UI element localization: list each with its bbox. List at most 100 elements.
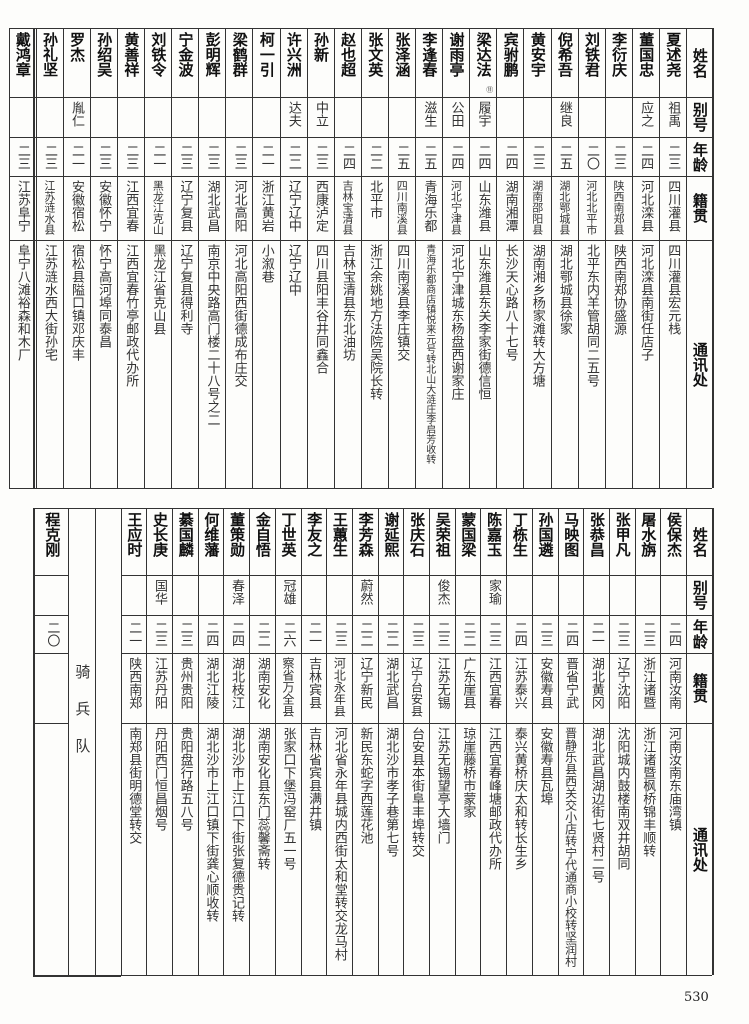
header-age: 年龄 bbox=[690, 141, 709, 172]
person-address-cell: 湖北沙市上江口下街张复德贵记转 bbox=[223, 723, 249, 975]
person-address: 辽宁辽中 bbox=[285, 244, 301, 296]
person-address: 江苏涟水西大街孙宅 bbox=[41, 244, 57, 361]
person-age-cell: 二四 bbox=[632, 137, 659, 176]
person-native: 江苏无锡 bbox=[434, 657, 450, 709]
header-name: 姓名 bbox=[690, 47, 709, 78]
person-alias-cell: 俊杰 bbox=[429, 575, 455, 615]
person-age-cell: 二四 bbox=[469, 137, 496, 176]
person-age: 二三 bbox=[151, 621, 167, 647]
header-name: 姓名 bbox=[690, 526, 709, 557]
person-address-cell: 湖北沙市孝子巷第七号 bbox=[378, 723, 404, 975]
person-age: 二二 bbox=[285, 143, 301, 170]
person-name-cell: 张甲凡 bbox=[609, 508, 635, 575]
person-name: 张甲凡 bbox=[613, 512, 632, 557]
person-name-cell: 刘铁君 bbox=[578, 28, 605, 97]
person-name: 马映图 bbox=[562, 512, 581, 557]
person-native-cell: 湖北枝江 bbox=[223, 653, 249, 723]
person-address: 阜宁八滩裕森和木厂 bbox=[14, 244, 30, 361]
column-divider bbox=[279, 28, 281, 488]
column-divider bbox=[172, 508, 173, 975]
person-name-cell: 黄安宇 bbox=[523, 28, 550, 97]
person-name: 丁栋生 bbox=[510, 512, 529, 557]
person-age: 二三 bbox=[640, 621, 656, 647]
person-address-cell: 河北滦县南街任店子 bbox=[632, 240, 659, 488]
column-divider bbox=[658, 28, 660, 488]
person-native-cell: 四川灌县 bbox=[659, 176, 686, 240]
person-native: 河北永年县 bbox=[332, 657, 347, 717]
person-age-cell: 二三 bbox=[171, 137, 198, 176]
column-divider bbox=[550, 28, 552, 488]
person-name: 刘铁君 bbox=[583, 32, 602, 77]
person-age: 二三 bbox=[665, 143, 681, 170]
person-alias-cell: 胤仁 bbox=[63, 97, 90, 137]
header-alias-cell: 别号 bbox=[686, 575, 712, 615]
person-age: 二二 bbox=[367, 143, 383, 170]
header-native-cell: 籍贯 bbox=[686, 176, 712, 240]
person-age: 二三 bbox=[14, 143, 30, 170]
person-native: 湖北武昌 bbox=[204, 180, 220, 232]
person-alias-cell bbox=[121, 575, 147, 615]
person-age-cell: 二五 bbox=[388, 137, 415, 176]
person-native: 辽宁辽中 bbox=[285, 180, 301, 232]
person-age: 二二 bbox=[254, 621, 270, 647]
person-age-cell: 二一 bbox=[63, 137, 90, 176]
person-age: 二四 bbox=[638, 143, 654, 170]
person-native: 湖北鄂城县 bbox=[557, 180, 571, 235]
person-name-cell: 孙礼坚 bbox=[36, 28, 63, 97]
person-age: 二三 bbox=[434, 621, 450, 647]
person-age: 二四 bbox=[665, 621, 681, 647]
person-age-cell: 二三 bbox=[307, 137, 334, 176]
person-address-cell: 江苏无锡望亭大墙门 bbox=[429, 723, 455, 975]
column-divider bbox=[198, 28, 200, 488]
person-address-cell: 安徽寿县瓦埠 bbox=[532, 723, 558, 975]
person-name-cell: 马映图 bbox=[558, 508, 584, 575]
person-address: 北平东内羊管胡同二五号 bbox=[583, 244, 599, 387]
person-name: 戴鸿章 bbox=[13, 32, 32, 77]
person-native-cell: 安徽寿县 bbox=[532, 653, 558, 723]
row-divider bbox=[120, 653, 712, 654]
person-age-cell: 二四 bbox=[334, 137, 361, 176]
person-native-cell: 湖北武昌 bbox=[198, 176, 225, 240]
person-address-cell: 长沙天心路八十七号 bbox=[496, 240, 523, 488]
person-alias: 公田 bbox=[448, 101, 464, 127]
person-age-cell: 二三 bbox=[532, 615, 558, 653]
person-native: 江西宜春 bbox=[123, 180, 139, 232]
person-name-cell: 罗杰 bbox=[63, 28, 90, 97]
person-address-cell: 湖南安化县东门蕊馨斋转 bbox=[249, 723, 275, 975]
person-address-cell: 河北省永年县城内西街太和堂转交龙马村 bbox=[326, 723, 352, 975]
person-age: 二三 bbox=[331, 621, 347, 647]
person-name: 孙绍吴 bbox=[95, 32, 114, 77]
person-age-cell: 二四 bbox=[223, 615, 249, 653]
column-divider bbox=[95, 508, 96, 975]
person-age: 二三 bbox=[529, 143, 545, 170]
person-name: 屠水旃 bbox=[639, 512, 658, 557]
person-name-cell: 谢雨亭 bbox=[442, 28, 469, 97]
person-native-cell: 湖南湘潭 bbox=[496, 176, 523, 240]
person-age: 二一 bbox=[588, 621, 604, 647]
person-name: 王应时 bbox=[125, 512, 144, 557]
person-native-cell: 湖北江陵 bbox=[198, 653, 224, 723]
person-native: 辽宁新民 bbox=[357, 657, 373, 709]
cavalry-native-cell bbox=[35, 653, 68, 723]
person-name-cell: 赵也超 bbox=[334, 28, 361, 97]
person-native-cell: 湖北黄冈 bbox=[583, 653, 609, 723]
person-name: 李芳森 bbox=[356, 512, 375, 557]
person-name-cell: 董国忠 bbox=[632, 28, 659, 97]
person-address: 山东潍县东关李家街德信恒 bbox=[475, 244, 491, 400]
person-age-cell: 二三 bbox=[635, 615, 661, 653]
person-age-cell: 二一 bbox=[583, 615, 609, 653]
person-address-cell: 浙江余姚地方法院吴院长转 bbox=[361, 240, 388, 488]
person-name: 倪希吾 bbox=[555, 32, 574, 77]
person-native-cell: 辽宁沈阳 bbox=[609, 653, 635, 723]
person-address-cell: 沈阳城内鼓楼南双井胡同 bbox=[609, 723, 635, 975]
person-age: 二二 bbox=[383, 621, 399, 647]
person-name-cell: 许兴洲 bbox=[280, 28, 307, 97]
column-divider bbox=[120, 508, 122, 975]
person-native: 湖北枝江 bbox=[229, 657, 245, 709]
person-name: 夏述尧 bbox=[664, 32, 683, 77]
person-address-cell: 四川灌县宏元栈 bbox=[659, 240, 686, 488]
person-native: 浙江黄岩 bbox=[258, 180, 274, 232]
person-age: 二三 bbox=[177, 621, 193, 647]
person-native-cell: 河北高阳 bbox=[225, 176, 252, 240]
